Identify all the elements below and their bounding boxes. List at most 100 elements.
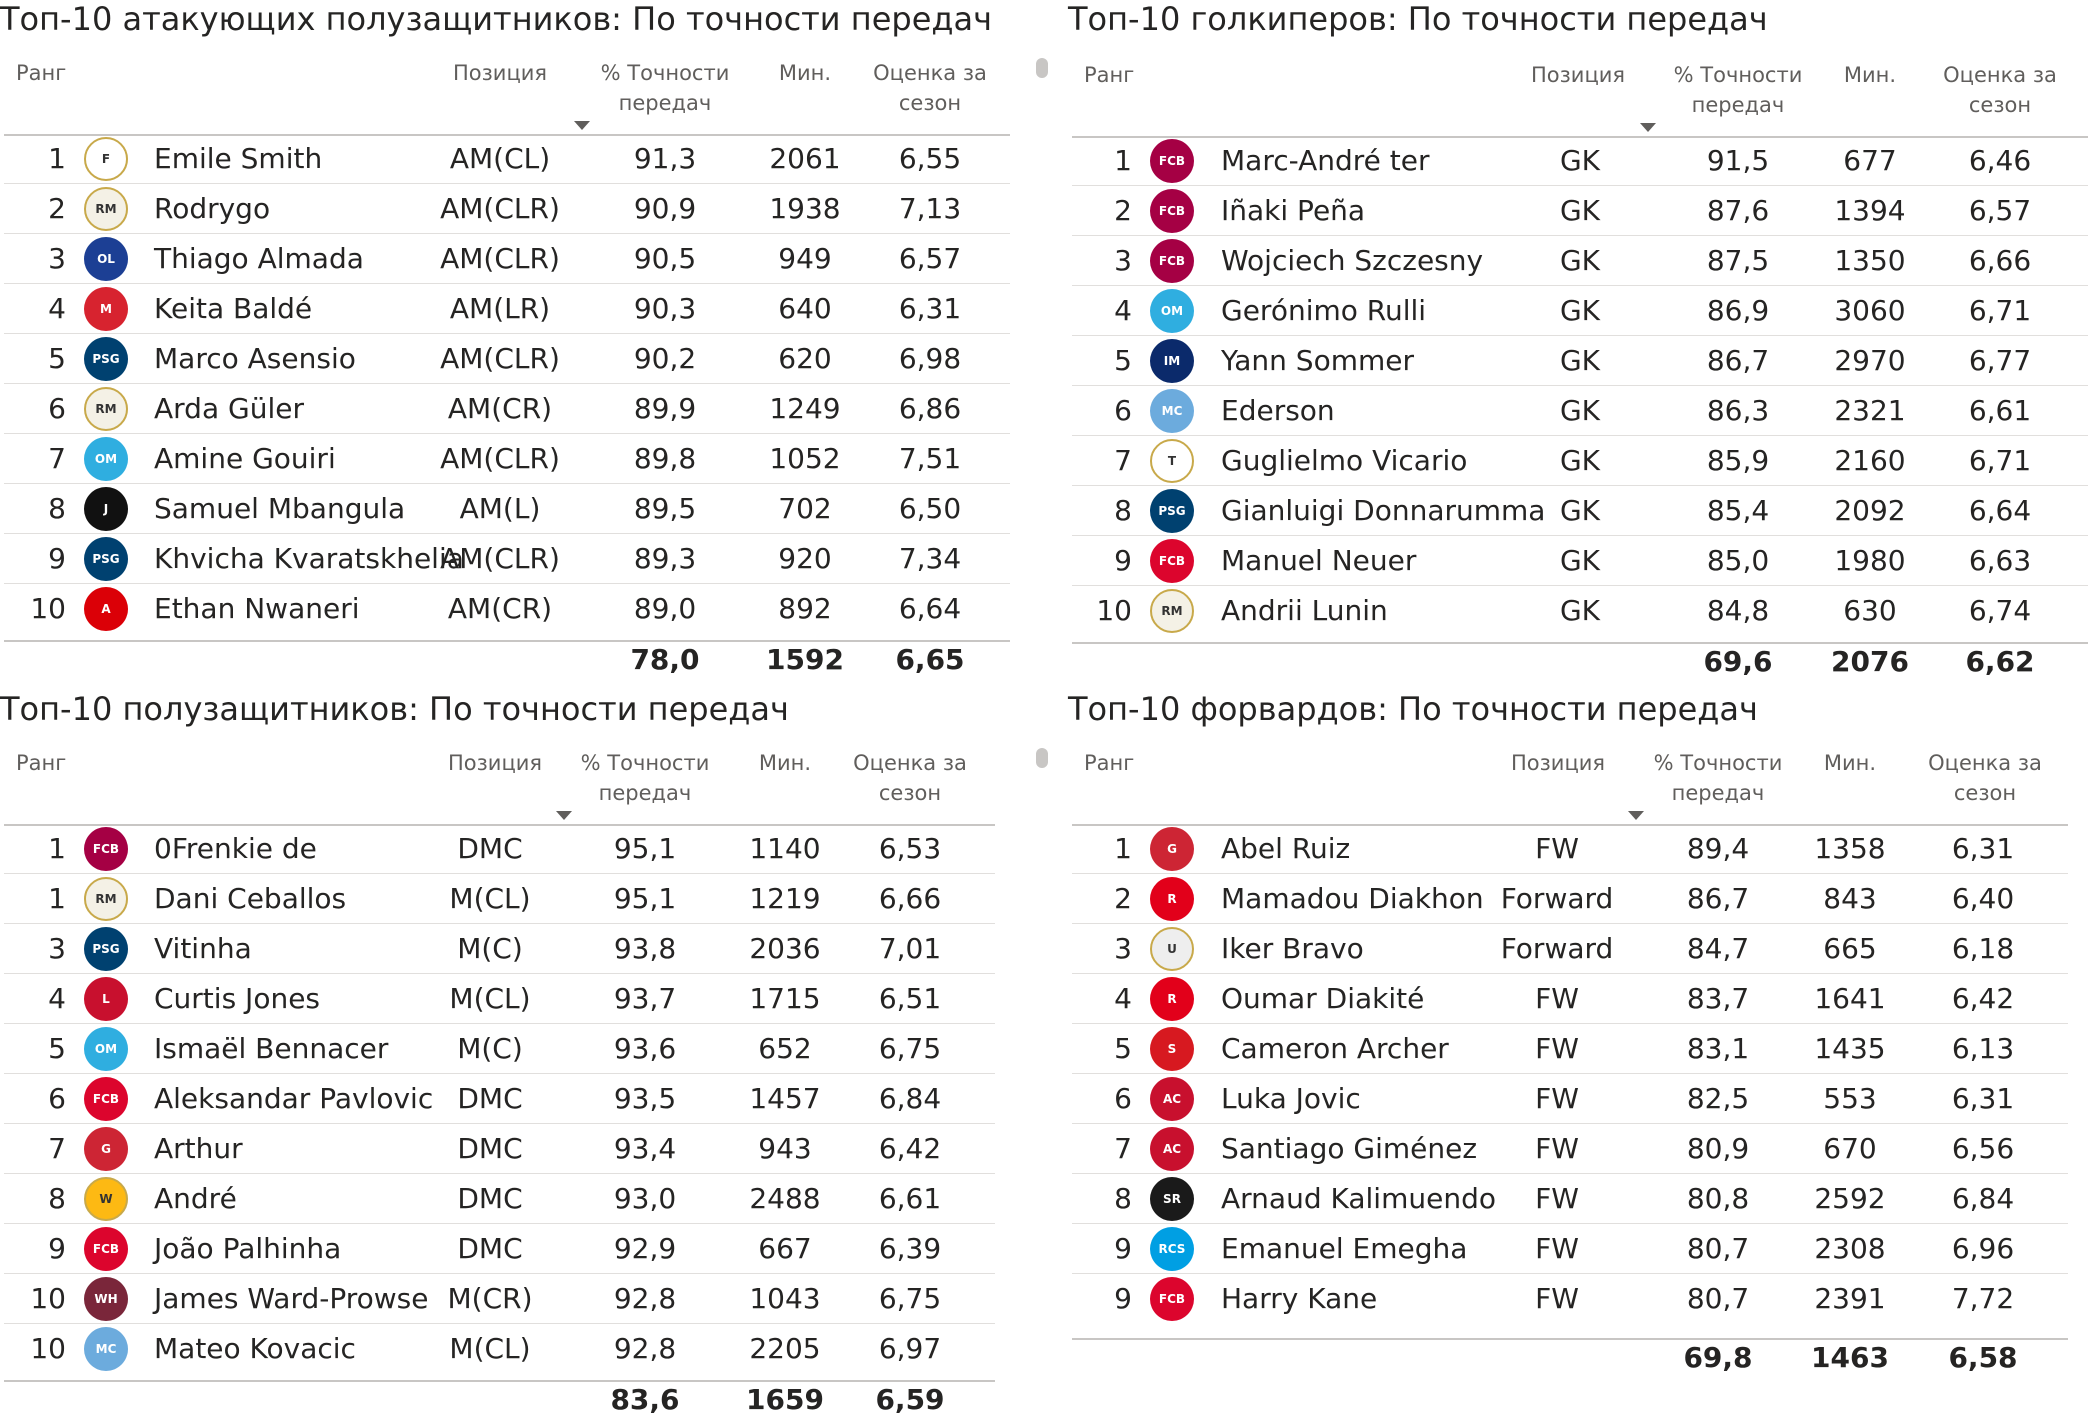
player-name[interactable]: Emanuel Emegha	[1221, 1232, 1468, 1265]
player-name[interactable]: Vitinha	[154, 932, 252, 965]
player-name[interactable]: 0Frenkie de	[154, 832, 317, 865]
table-row[interactable]: 9 FCB Manuel Neuer GK 85,0 1980 6,63	[1068, 536, 2088, 586]
table-row[interactable]: 9 RCS Emanuel Emegha FW 80,7 2308 6,96	[1068, 1224, 2068, 1274]
player-name[interactable]: Arda Güler	[154, 392, 304, 425]
table-row[interactable]: 5 S Cameron Archer FW 83,1 1435 6,13	[1068, 1024, 2068, 1074]
column-header-position[interactable]: Позиция	[452, 61, 548, 85]
table-row[interactable]: 10 A Ethan Nwaneri AM(CR) 89,0 892 6,64	[0, 584, 1010, 634]
table-row[interactable]: 3 FCB Wojciech Szczesny GK 87,5 1350 6,66	[1068, 236, 2088, 286]
player-name[interactable]: Harry Kane	[1221, 1282, 1378, 1315]
player-name[interactable]: Arthur	[154, 1132, 243, 1165]
table-row[interactable]: 9 FCB João Palhinha DMC 92,9 667 6,39	[0, 1224, 995, 1274]
table-row[interactable]: 1 RM Dani Ceballos M(CL) 95,1 1219 6,66	[0, 874, 995, 924]
player-name[interactable]: Thiago Almada	[154, 242, 364, 275]
column-header-accuracy[interactable]: % Точности передач	[1673, 63, 1803, 117]
column-header-rank[interactable]: Ранг	[16, 61, 67, 85]
player-name[interactable]: Keita Baldé	[154, 292, 313, 325]
table-row[interactable]: 10 MC Mateo Kovacic M(CL) 92,8 2205 6,97	[0, 1324, 995, 1374]
player-name[interactable]: André	[154, 1182, 237, 1215]
player-name[interactable]: Khvicha Kvaratskhelia	[154, 542, 464, 575]
table-row[interactable]: 7 AC Santiago Giménez FW 80,9 670 6,56	[1068, 1124, 2068, 1174]
table-row[interactable]: 5 OM Ismaël Bennacer M(C) 93,6 652 6,75	[0, 1024, 995, 1074]
player-name[interactable]: Gerónimo Rulli	[1221, 294, 1427, 327]
player-name[interactable]: Mamadou Diakhon	[1221, 882, 1484, 915]
table-row[interactable]: 10 WH James Ward-Prowse M(CR) 92,8 1043 6,75	[0, 1274, 995, 1324]
column-header-position[interactable]: Позиция	[1530, 63, 1626, 87]
player-name[interactable]: Emile Smith	[154, 142, 323, 175]
player-name[interactable]: James Ward-Prowse	[154, 1282, 429, 1315]
table-row[interactable]: 9 FCB Harry Kane FW 80,7 2391 7,72	[1068, 1274, 2068, 1324]
player-name[interactable]: Arnaud Kalimuendo	[1221, 1182, 1496, 1215]
table-row[interactable]: 8 SR Arnaud Kalimuendo FW 80,8 2592 6,84	[1068, 1174, 2068, 1224]
column-header-rating[interactable]: Оценка за сезон	[1928, 751, 2042, 805]
table-row[interactable]: 1 FCB Marc-André ter GK 91,5 677 6,46	[1068, 136, 2088, 186]
column-header-rank[interactable]: Ранг	[1084, 63, 1135, 87]
column-header-rank[interactable]: Ранг	[1084, 751, 1135, 775]
sort-descending-icon[interactable]	[574, 121, 590, 130]
table-row[interactable]: 5 PSG Marco Asensio AM(CLR) 90,2 620 6,98	[0, 334, 1010, 384]
table-row[interactable]: 3 OL Thiago Almada AM(CLR) 90,5 949 6,57	[0, 234, 1010, 284]
table-row[interactable]: 1 F Emile Smith AM(CL) 91,3 2061 6,55	[0, 134, 1010, 184]
player-name[interactable]: Amine Gouiri	[154, 442, 336, 475]
table-row[interactable]: 6 AC Luka Jovic FW 82,5 553 6,31	[1068, 1074, 2068, 1124]
player-name[interactable]: Abel Ruiz	[1221, 832, 1351, 865]
player-name[interactable]: Guglielmo Vicario	[1221, 444, 1468, 477]
table-row[interactable]: 6 FCB Aleksandar Pavlovic DMC 93,5 1457 6,84	[0, 1074, 995, 1124]
table-row[interactable]: 2 R Mamadou Diakhon Forward 86,7 843 6,40	[1068, 874, 2068, 924]
table-row[interactable]: 8 W André DMC 93,0 2488 6,61	[0, 1174, 995, 1224]
table-row[interactable]: 3 PSG Vitinha M(C) 93,8 2036 7,01	[0, 924, 995, 974]
player-name[interactable]: Marc-André ter	[1221, 144, 1430, 177]
player-name[interactable]: Iker Bravo	[1221, 932, 1364, 965]
table-row[interactable]: 4 R Oumar Diakité FW 83,7 1641 6,42	[1068, 974, 2068, 1024]
column-header-rating[interactable]: Оценка за сезон	[853, 751, 967, 805]
player-name[interactable]: Gianluigi Donnarumma	[1221, 494, 1546, 527]
table-row[interactable]: 2 RM Rodrygo AM(CLR) 90,9 1938 7,13	[0, 184, 1010, 234]
player-name[interactable]: Oumar Diakité	[1221, 982, 1425, 1015]
column-header-rating[interactable]: Оценка за сезон	[1943, 63, 2057, 117]
table-row[interactable]: 9 PSG Khvicha Kvaratskhelia AM(CLR) 89,3 920 7…	[0, 534, 1010, 584]
table-row[interactable]: 8 PSG Gianluigi Donnarumma GK 85,4 2092 6,64	[1068, 486, 2088, 536]
player-name[interactable]: Ederson	[1221, 394, 1335, 427]
table-row[interactable]: 5 IM Yann Sommer GK 86,7 2970 6,77	[1068, 336, 2088, 386]
column-header-minutes[interactable]: Мин.	[778, 61, 832, 85]
table-row[interactable]: 1 FCB 0Frenkie de DMC 95,1 1140 6,53	[0, 824, 995, 874]
column-header-rating[interactable]: Оценка за сезон	[873, 61, 987, 115]
column-header-minutes[interactable]: Мин.	[1843, 63, 1897, 87]
player-name[interactable]: Cameron Archer	[1221, 1032, 1449, 1065]
player-name[interactable]: Aleksandar Pavlovic	[154, 1082, 434, 1115]
sort-descending-icon[interactable]	[1628, 811, 1644, 820]
table-row[interactable]: 6 MC Ederson GK 86,3 2321 6,61	[1068, 386, 2088, 436]
player-name[interactable]: Ethan Nwaneri	[154, 592, 360, 625]
player-name[interactable]: Luka Jovic	[1221, 1082, 1361, 1115]
column-header-accuracy[interactable]: % Точности передач	[600, 61, 730, 115]
scrollbar-handle[interactable]	[1036, 58, 1048, 78]
player-name[interactable]: Andrii Lunin	[1221, 594, 1388, 627]
table-row[interactable]: 7 OM Amine Gouiri AM(CLR) 89,8 1052 7,51	[0, 434, 1010, 484]
table-row[interactable]: 4 M Keita Baldé AM(LR) 90,3 640 6,31	[0, 284, 1010, 334]
sort-descending-icon[interactable]	[1640, 123, 1656, 132]
player-name[interactable]: Wojciech Szczesny	[1221, 244, 1484, 277]
player-name[interactable]: Curtis Jones	[154, 982, 321, 1015]
table-row[interactable]: 6 RM Arda Güler AM(CR) 89,9 1249 6,86	[0, 384, 1010, 434]
table-row[interactable]: 7 G Arthur DMC 93,4 943 6,42	[0, 1124, 995, 1174]
player-name[interactable]: Marco Asensio	[154, 342, 356, 375]
column-header-position[interactable]: Позиция	[448, 751, 543, 775]
player-name[interactable]: João Palhinha	[154, 1232, 342, 1265]
player-name[interactable]: Dani Ceballos	[154, 882, 347, 915]
player-name[interactable]: Ismaël Bennacer	[154, 1032, 389, 1065]
table-row[interactable]: 1 G Abel Ruiz FW 89,4 1358 6,31	[1068, 824, 2068, 874]
sort-descending-icon[interactable]	[556, 811, 572, 820]
player-name[interactable]: Rodrygo	[154, 192, 271, 225]
table-row[interactable]: 7 T Guglielmo Vicario GK 85,9 2160 6,71	[1068, 436, 2088, 486]
column-header-minutes[interactable]: Мин.	[758, 751, 812, 775]
player-name[interactable]: Samuel Mbangula	[154, 492, 406, 525]
player-name[interactable]: Mateo Kovacic	[154, 1332, 356, 1365]
player-name[interactable]: Iñaki Peña	[1221, 194, 1366, 227]
column-header-position[interactable]: Позиция	[1510, 751, 1606, 775]
player-name[interactable]: Manuel Neuer	[1221, 544, 1417, 577]
table-row[interactable]: 8 J Samuel Mbangula AM(L) 89,5 702 6,50	[0, 484, 1010, 534]
player-name[interactable]: Yann Sommer	[1221, 344, 1414, 377]
column-header-accuracy[interactable]: % Точности передач	[580, 751, 710, 805]
table-row[interactable]: 4 L Curtis Jones M(CL) 93,7 1715 6,51	[0, 974, 995, 1024]
player-name[interactable]: Santiago Giménez	[1221, 1132, 1478, 1165]
